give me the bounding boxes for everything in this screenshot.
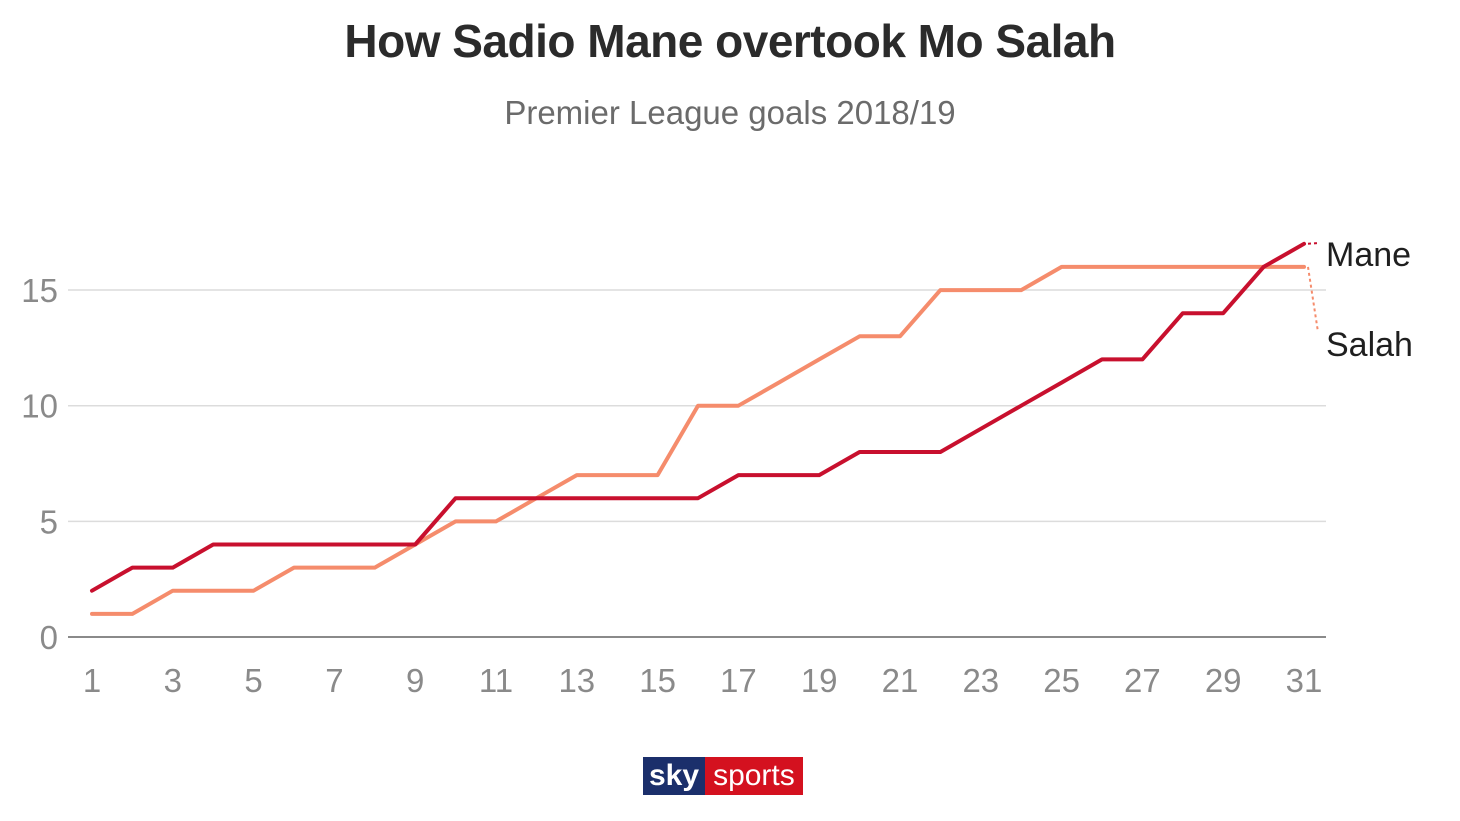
x-tick-label: 31 xyxy=(1286,662,1323,699)
series-lines xyxy=(90,241,1306,616)
x-tick-label: 5 xyxy=(244,662,262,699)
series-line-salah xyxy=(90,264,1306,616)
x-tick-label: 17 xyxy=(720,662,757,699)
chart-subtitle: Premier League goals 2018/19 xyxy=(504,94,956,131)
y-axis-ticks: 0 5 10 15 xyxy=(21,272,58,656)
series-line-mane xyxy=(90,241,1306,593)
x-tick-label: 19 xyxy=(801,662,838,699)
x-tick-label: 29 xyxy=(1205,662,1242,699)
x-tick-label: 9 xyxy=(406,662,424,699)
x-tick-label: 21 xyxy=(882,662,919,699)
x-tick-label: 27 xyxy=(1124,662,1161,699)
chart-title: How Sadio Mane overtook Mo Salah xyxy=(344,15,1116,67)
y-tick-label: 0 xyxy=(40,619,58,656)
x-tick-label: 13 xyxy=(558,662,595,699)
series-label-mane: Mane xyxy=(1326,236,1411,274)
x-tick-label: 23 xyxy=(962,662,999,699)
logo-sports-text: sports xyxy=(705,757,803,795)
leader-line-salah xyxy=(1307,266,1319,333)
y-tick-label: 10 xyxy=(21,388,58,425)
series-label-salah: Salah xyxy=(1326,326,1413,364)
x-tick-label: 11 xyxy=(479,662,513,699)
x-tick-label: 3 xyxy=(164,662,182,699)
y-tick-label: 5 xyxy=(40,503,58,540)
sky-sports-logo: sky sports xyxy=(643,757,803,795)
x-tick-label: 25 xyxy=(1043,662,1080,699)
logo-sky-text: sky xyxy=(643,757,706,795)
leader-line-mane xyxy=(1307,242,1319,245)
x-axis-ticks: 1 3 5 7 9 11 13 15 17 19 21 23 25 27 29 31 xyxy=(83,662,1323,699)
y-tick-label: 15 xyxy=(21,272,58,309)
x-tick-label: 15 xyxy=(639,662,676,699)
series-end-labels: Mane Salah xyxy=(1307,236,1413,364)
x-tick-label: 7 xyxy=(325,662,343,699)
x-tick-label: 1 xyxy=(83,662,101,699)
